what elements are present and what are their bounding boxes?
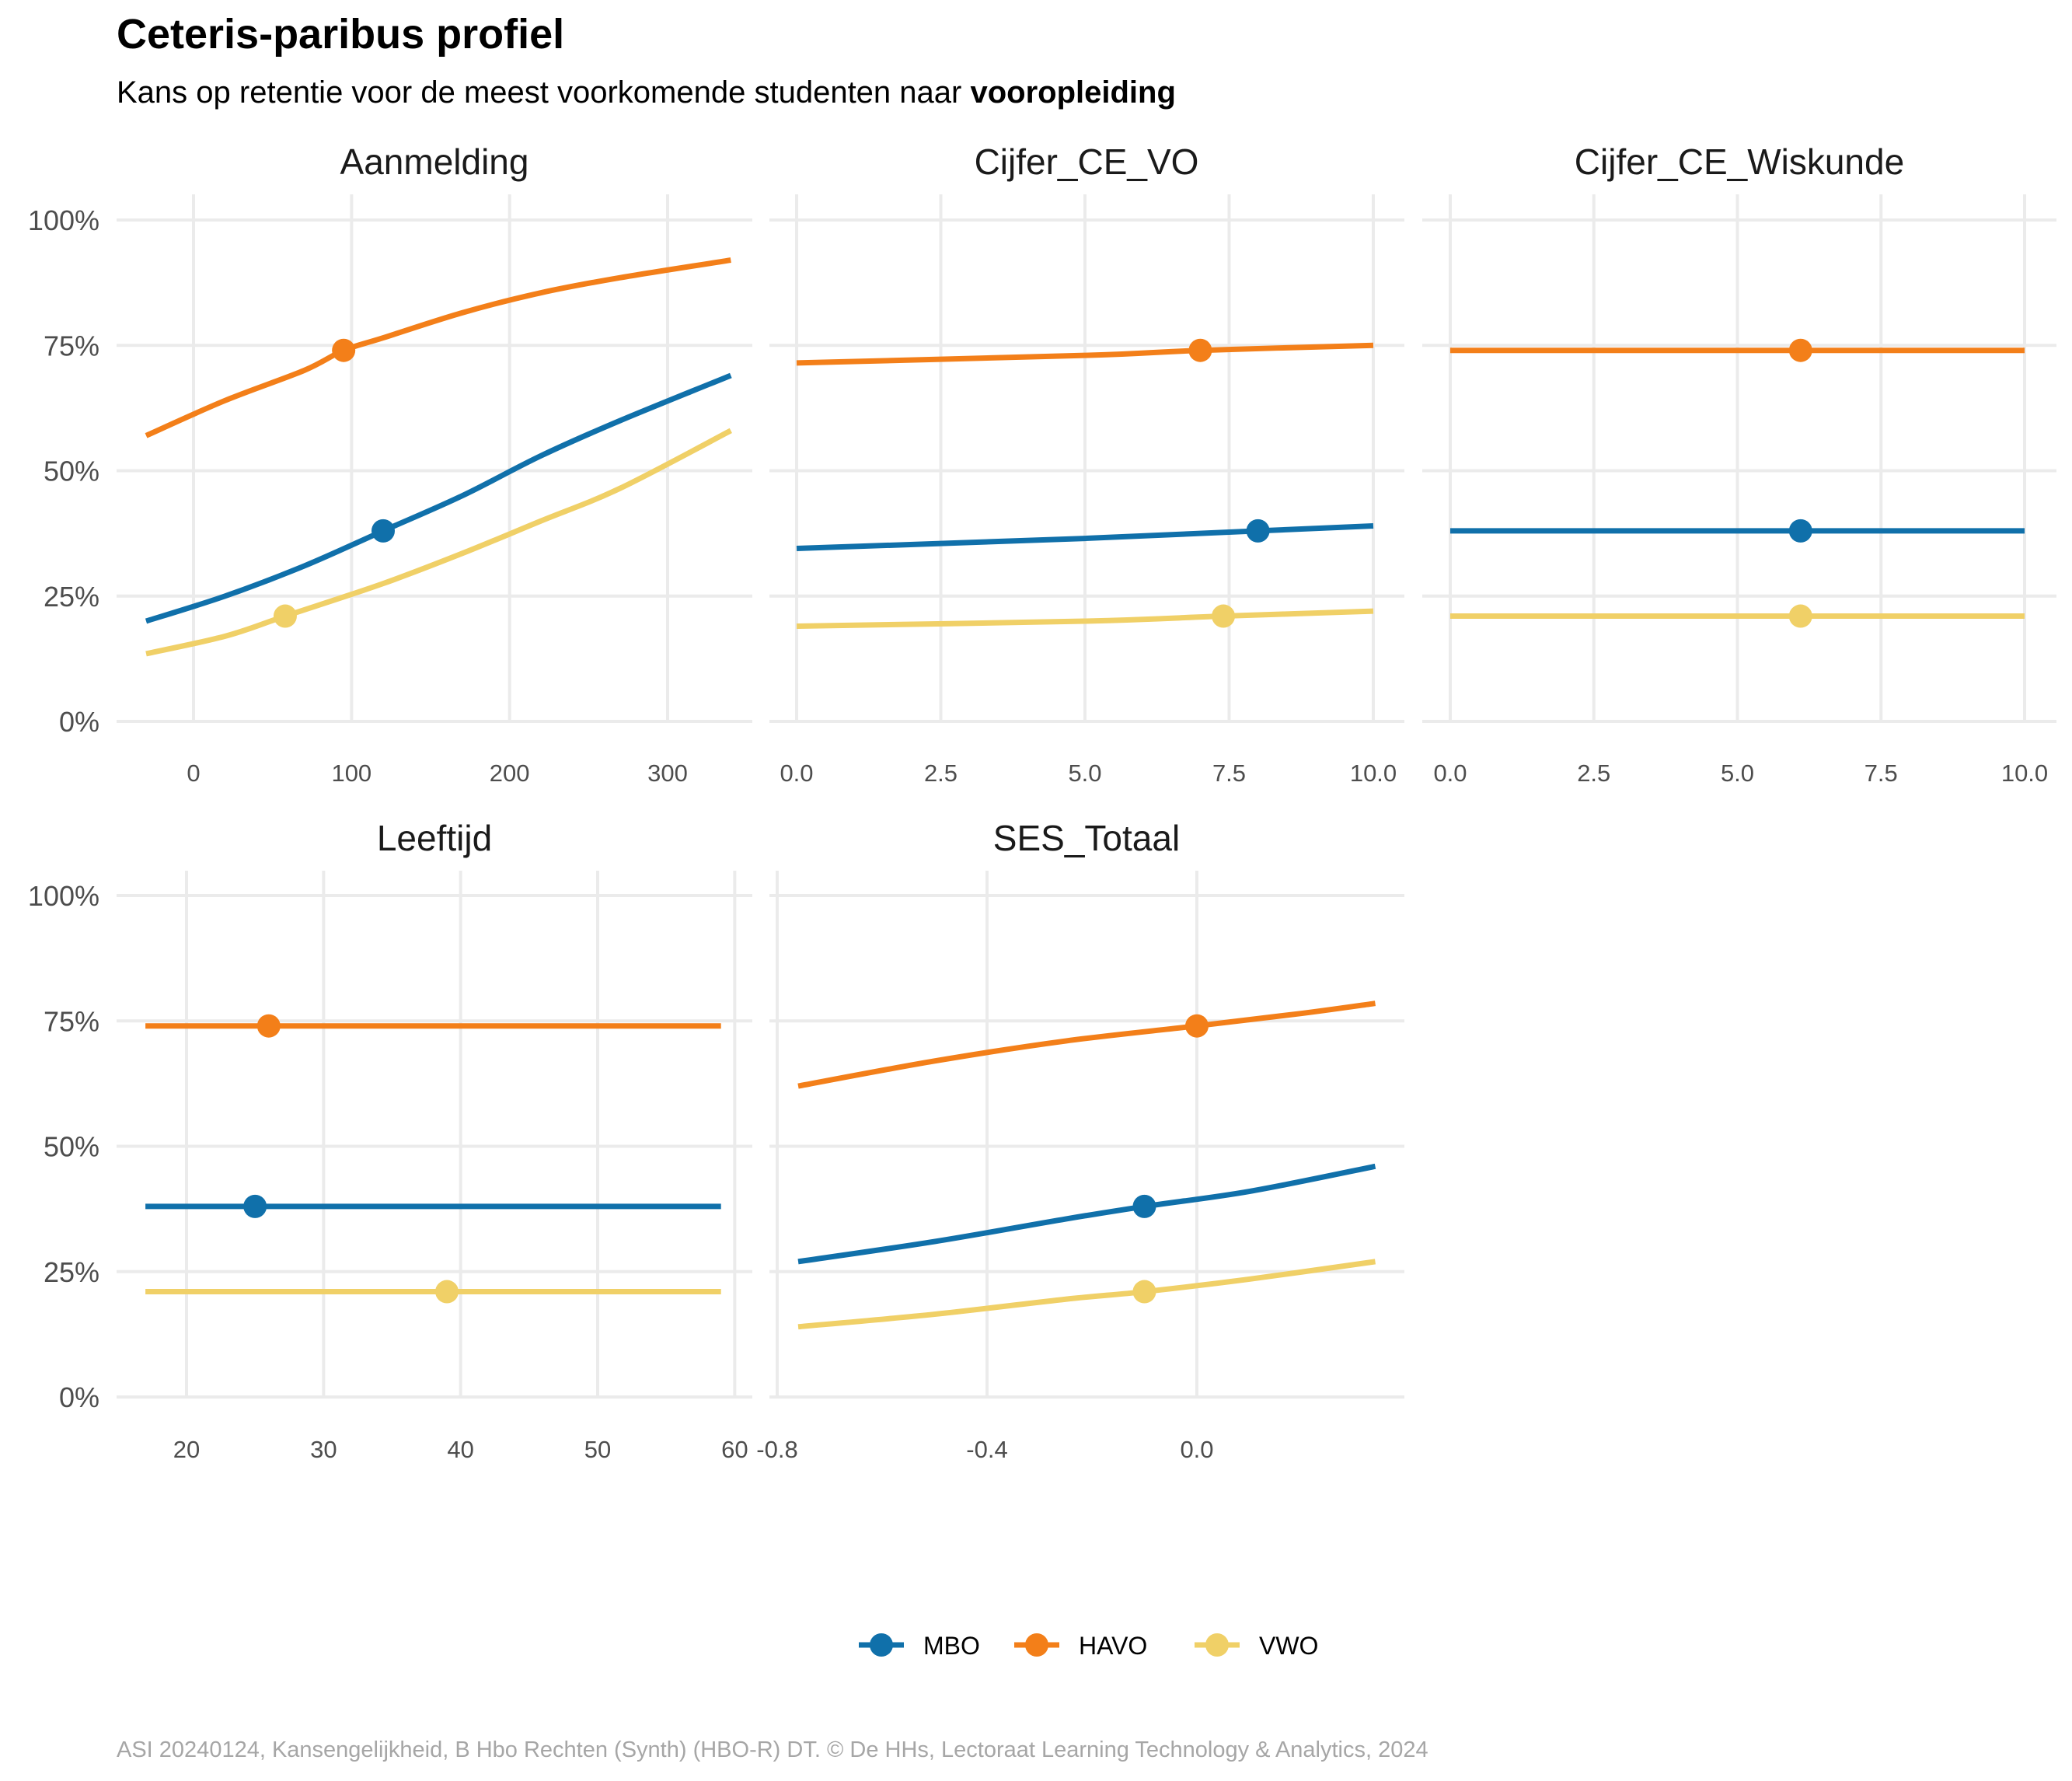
y-tick-label: 75% — [44, 1005, 99, 1037]
x-tick-label: 0.0 — [1433, 760, 1467, 787]
observation-point-mbo — [1788, 519, 1812, 543]
x-tick-label: 100 — [331, 760, 371, 787]
observation-point-vwo — [435, 1280, 459, 1304]
y-tick-label: 75% — [44, 330, 99, 361]
x-tick-label: 10.0 — [2001, 760, 2048, 787]
panel-title: Leeftijd — [377, 818, 492, 858]
x-tick-label: 10.0 — [1350, 760, 1397, 787]
x-tick-label: 7.5 — [1864, 760, 1898, 787]
x-tick-label: 7.5 — [1212, 760, 1246, 787]
observation-point-havo — [1188, 338, 1212, 362]
series-line-havo — [797, 1001, 1376, 1089]
panel-title: Aanmelding — [340, 141, 529, 182]
subtitle-text: Kans op retentie voor de meest voorkomen… — [117, 75, 970, 110]
x-tick-label: 30 — [310, 1436, 337, 1463]
legend-label: HAVO — [1079, 1632, 1147, 1660]
observation-point-havo — [332, 338, 356, 362]
x-tick-label: 5.0 — [1068, 760, 1101, 787]
y-tick-label: 50% — [44, 456, 99, 487]
observation-point-vwo — [1788, 604, 1812, 628]
chart-subtitle: Kans op retentie voor de meest voorkomen… — [117, 75, 1176, 110]
x-tick-label: 2.5 — [924, 760, 958, 787]
x-tick-label: 2.5 — [1577, 760, 1610, 787]
panel-title: Cijfer_CE_VO — [975, 141, 1199, 182]
observation-point-havo — [1185, 1014, 1209, 1038]
subtitle-bold-text: vooropleiding — [970, 75, 1175, 110]
y-tick-label: 100% — [28, 204, 99, 236]
observation-point-vwo — [273, 604, 297, 628]
series-line-vwo — [797, 1259, 1376, 1330]
facet-panels: Aanmelding 0% 25% 50% 75% 100% 0 100 200 300 Cijfe… — [28, 141, 2056, 1463]
x-tick-label: 200 — [490, 760, 530, 787]
legend: MBO HAVO VWO — [859, 1632, 1318, 1660]
x-tick-label: 20 — [173, 1436, 200, 1463]
series-line-mbo — [797, 1163, 1376, 1265]
series-line-vwo — [145, 428, 732, 657]
panel-title: SES_Totaal — [993, 818, 1180, 858]
legend-item-mbo: MBO — [859, 1632, 980, 1660]
panel-aanmelding: Aanmelding 0% 25% 50% 75% 100% 0 100 200 300 — [28, 141, 752, 787]
panel-leeftijd: Leeftijd 0% 25% 50% 75% 100% 20 30 40 50 60 — [28, 818, 752, 1463]
observation-point-mbo — [371, 519, 395, 543]
y-tick-label: 0% — [59, 706, 99, 738]
x-tick-label: 0.0 — [780, 760, 813, 787]
legend-key-point — [1205, 1633, 1229, 1657]
legend-label: VWO — [1259, 1632, 1318, 1660]
observation-point-havo — [256, 1014, 281, 1038]
series-line-havo — [796, 342, 1374, 366]
y-tick-label: 25% — [44, 581, 99, 613]
legend-item-vwo: VWO — [1195, 1632, 1318, 1660]
observation-point-mbo — [1132, 1194, 1156, 1218]
y-tick-label: 100% — [28, 880, 99, 912]
legend-item-havo: HAVO — [1014, 1632, 1147, 1660]
panel-cijfer-ce-vo: Cijfer_CE_VO 0.0 2.5 5.0 7.5 10.0 — [769, 141, 1404, 787]
observation-point-vwo — [1212, 604, 1236, 628]
x-tick-label: 300 — [647, 760, 688, 787]
x-tick-label: -0.4 — [966, 1436, 1007, 1463]
x-tick-label: 5.0 — [1721, 760, 1754, 787]
observation-point-mbo — [1246, 519, 1270, 543]
x-tick-label: 60 — [721, 1436, 748, 1463]
chart-title: Ceteris-paribus profiel — [117, 11, 564, 58]
panel-cijfer-ce-wiskunde: Cijfer_CE_Wiskunde 0.0 2.5 5.0 7.5 10.0 — [1422, 141, 2056, 787]
observation-point-havo — [1788, 338, 1812, 362]
legend-key-point — [1025, 1633, 1048, 1657]
legend-key-point — [870, 1633, 893, 1657]
panel-ses-totaal: SES_Totaal -0.8 -0.4 0.0 — [756, 818, 1404, 1463]
series-line-mbo — [145, 372, 732, 624]
x-tick-label: 0 — [187, 760, 200, 787]
series-line-vwo — [796, 608, 1374, 629]
panel-title: Cijfer_CE_Wiskunde — [1575, 141, 1904, 182]
x-tick-label: 40 — [447, 1436, 473, 1463]
observation-point-mbo — [243, 1194, 267, 1218]
series-line-havo — [145, 257, 731, 438]
chart-caption: ASI 20240124, Kansengelijkheid, B Hbo Re… — [117, 1737, 1428, 1762]
legend-label: MBO — [923, 1632, 980, 1660]
y-tick-label: 0% — [59, 1381, 99, 1413]
y-tick-label: 50% — [44, 1131, 99, 1163]
observation-point-vwo — [1132, 1280, 1156, 1304]
x-tick-label: 50 — [584, 1436, 611, 1463]
x-tick-label: -0.8 — [756, 1436, 797, 1463]
series-line-mbo — [796, 522, 1374, 551]
y-tick-label: 25% — [44, 1256, 99, 1288]
x-tick-label: 0.0 — [1180, 1436, 1213, 1463]
